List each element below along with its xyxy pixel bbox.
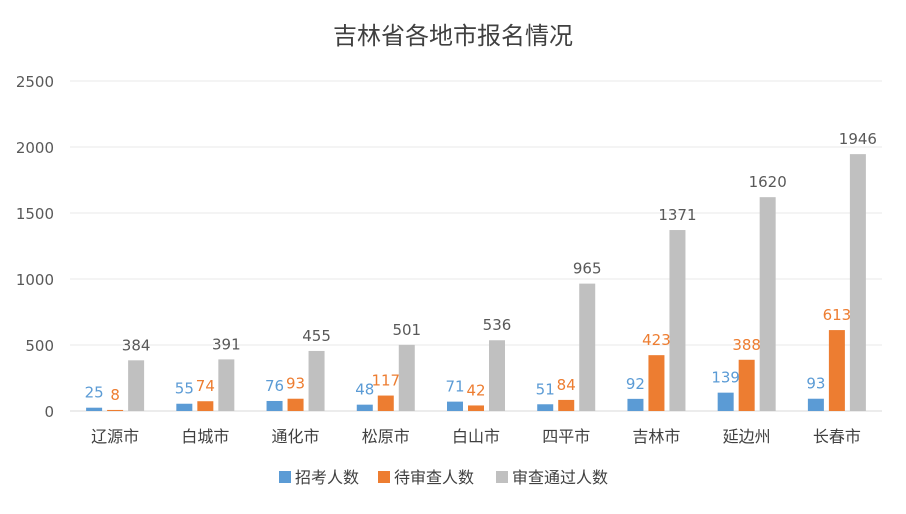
bar-pending — [558, 399, 575, 411]
data-label: 42 — [466, 381, 485, 399]
bar-pending — [287, 398, 304, 411]
data-label: 1620 — [749, 173, 787, 191]
data-label: 25 — [85, 384, 104, 402]
data-label: 139 — [711, 369, 740, 387]
data-label: 93 — [806, 375, 825, 393]
bar-recruit — [627, 398, 644, 411]
bar-pending — [377, 395, 394, 411]
x-tick-label: 长春市 — [813, 427, 861, 446]
data-label: 8 — [110, 386, 120, 404]
data-label: 93 — [286, 375, 305, 393]
x-tick-label: 辽源市 — [91, 427, 139, 446]
y-axis-ticks: 0 500 1000 1500 2000 2500 — [16, 73, 54, 421]
bar-recruit — [266, 400, 283, 411]
bar-recruit — [176, 403, 193, 411]
x-axis-ticks: 辽源市 白城市 通化市 松原市 白山市 四平市 吉林市 延边州 长春市 — [91, 427, 861, 446]
legend-swatch — [496, 471, 508, 483]
bar-recruit — [447, 401, 463, 411]
bar-recruit — [86, 407, 103, 411]
bar-approved — [489, 340, 505, 411]
data-label: 391 — [212, 335, 241, 353]
data-label: 965 — [573, 260, 602, 278]
legend: 招考人数 待审查人数 审查通过人数 — [279, 468, 608, 487]
bar-approved — [218, 359, 235, 411]
bar-pending — [738, 359, 755, 411]
x-tick-label: 松原市 — [362, 427, 410, 446]
data-label: 74 — [196, 377, 215, 395]
bar-approved — [128, 360, 145, 411]
bar-recruit — [807, 398, 824, 411]
legend-swatch — [279, 471, 291, 483]
bar-pending — [828, 330, 845, 411]
data-label: 384 — [122, 336, 151, 354]
data-label: 388 — [732, 336, 761, 354]
bars — [86, 154, 866, 412]
bar-pending — [197, 401, 214, 411]
bar-recruit — [356, 404, 373, 411]
data-label: 84 — [557, 376, 576, 394]
data-label: 55 — [175, 380, 194, 398]
bar-recruit — [537, 404, 554, 411]
bar-approved — [849, 154, 866, 412]
data-label: 501 — [392, 321, 421, 339]
y-tick-label: 2000 — [16, 139, 54, 157]
data-label: 1946 — [839, 130, 877, 148]
x-tick-label: 白山市 — [452, 427, 500, 446]
x-tick-label: 吉林市 — [632, 427, 680, 446]
data-label: 48 — [355, 381, 374, 399]
data-label: 613 — [823, 306, 852, 324]
bar-approved — [579, 283, 596, 411]
legend-label: 待审查人数 — [394, 468, 474, 487]
x-tick-label: 四平市 — [542, 427, 590, 446]
legend-swatch — [378, 471, 390, 483]
bar-recruit — [717, 392, 734, 411]
x-tick-label: 通化市 — [272, 427, 320, 446]
bar-approved — [759, 197, 776, 411]
bar-approved — [669, 230, 686, 411]
y-tick-label: 1500 — [16, 205, 54, 223]
bar-approved — [308, 350, 325, 411]
data-label: 423 — [642, 331, 671, 349]
data-label: 71 — [445, 378, 464, 396]
x-tick-label: 白城市 — [181, 427, 229, 446]
legend-label: 审查通过人数 — [512, 468, 608, 487]
data-label: 1371 — [658, 206, 696, 224]
y-tick-label: 500 — [25, 337, 54, 355]
data-label: 51 — [536, 380, 555, 398]
data-label: 76 — [265, 377, 284, 395]
y-tick-label: 0 — [44, 403, 54, 421]
x-tick-label: 延边州 — [723, 427, 771, 446]
data-label: 455 — [302, 327, 331, 345]
data-label: 92 — [626, 375, 645, 393]
bar-approved — [398, 344, 415, 411]
data-label: 117 — [371, 372, 400, 390]
bar-pending — [648, 355, 665, 411]
data-label: 536 — [483, 316, 512, 334]
chart-title: 吉林省各地市报名情况 — [333, 22, 573, 50]
legend-label: 招考人数 — [295, 468, 359, 487]
y-tick-label: 2500 — [16, 73, 54, 91]
y-tick-label: 1000 — [16, 271, 54, 289]
bar-pending — [107, 409, 124, 411]
bar-pending — [468, 405, 484, 411]
